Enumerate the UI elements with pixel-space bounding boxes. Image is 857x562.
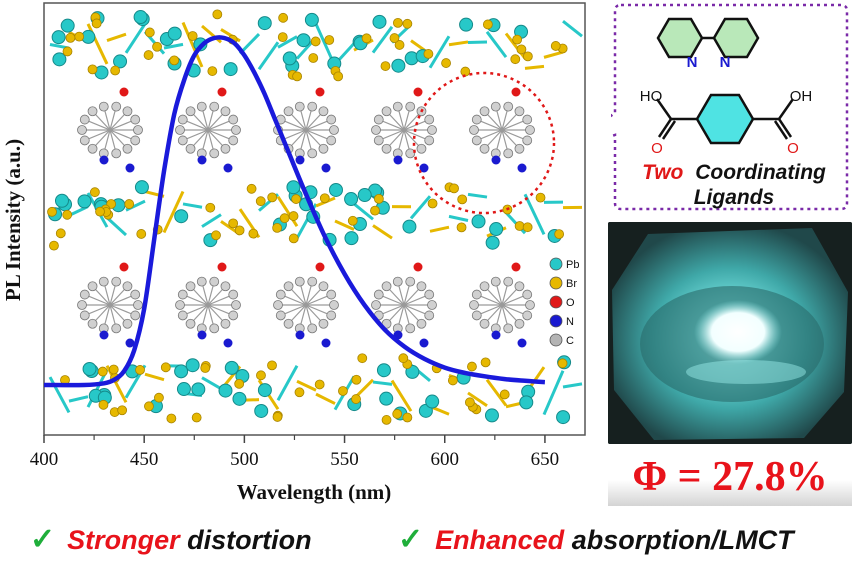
crystal-structure-illustration xyxy=(47,9,583,425)
bottom-bar: ✓ Stronger distortion ✓ Enhanced absorptio… xyxy=(0,512,857,562)
ho-label: HO xyxy=(640,88,663,105)
legend-label-pb: Pb xyxy=(566,259,579,271)
luminescence-photo-drawing xyxy=(608,222,852,444)
bipyridine-molecule: N N xyxy=(656,17,760,71)
bipy-n-label-2: N xyxy=(720,54,731,71)
bottom-item2-black: absorption/LMCT xyxy=(571,525,794,555)
atom-legend: Pb Br ONC xyxy=(549,257,579,347)
legend-label-o: O xyxy=(566,297,575,309)
pl-emission-curve xyxy=(43,35,546,388)
quantum-yield: Φ = 27.8% xyxy=(608,448,852,506)
legend-marker-pb xyxy=(549,257,563,271)
legend-marker-c xyxy=(549,333,563,347)
ligand-caption-rest: Coordinating xyxy=(695,161,826,184)
x-axis-label: Wavelength (nm) xyxy=(237,480,392,504)
legend-label-c: C xyxy=(566,335,574,347)
ligand-caption-red: Two xyxy=(642,161,683,184)
legend-label-n: N xyxy=(566,316,574,328)
x-tick-label-550: 550 xyxy=(330,449,359,470)
bottom-item1-black: distortion xyxy=(187,525,312,555)
pl-spectrum-chart: Pb Br ONC 400 450 500 550 600 650 Wavelength (n… xyxy=(1,2,586,504)
o-label-2: O xyxy=(787,140,799,157)
legend-label-br: Br xyxy=(566,278,577,290)
ligand-caption-line2: Ligands xyxy=(694,186,775,209)
bottom-item-absorption: ✓ Enhanced absorption/LMCT xyxy=(398,522,794,557)
bottom-item1-red: Stronger xyxy=(67,525,180,555)
bottom-item2-red: Enhanced xyxy=(435,525,565,555)
x-tick-label-450: 450 xyxy=(130,449,159,470)
bottom-item-distortion: ✓ Stronger distortion xyxy=(30,522,312,557)
x-tick-label-500: 500 xyxy=(230,449,259,470)
x-tick-label-400: 400 xyxy=(30,449,59,470)
oh-label: OH xyxy=(790,88,813,105)
x-axis-ticks: 400 450 500 550 600 650 xyxy=(30,435,559,470)
legend-marker-n xyxy=(549,314,563,328)
bipy-n-label-1: N xyxy=(687,54,698,71)
legend-marker-br xyxy=(549,276,563,290)
luminescence-photo xyxy=(608,222,852,444)
y-axis-label: PL Intensity (a.u.) xyxy=(1,139,25,301)
highlight-circle xyxy=(412,71,556,215)
cyclohexanedicarboxylic-acid-molecule: HO OH O O xyxy=(640,88,813,157)
ligand-caption-line1: Two Coordinating xyxy=(642,161,826,184)
x-tick-label-650: 650 xyxy=(531,449,560,470)
checkmark-icon: ✓ xyxy=(30,523,56,556)
x-tick-label-600: 600 xyxy=(430,449,459,470)
checkmark-icon: ✓ xyxy=(398,523,424,556)
o-label-1: O xyxy=(651,140,663,157)
ligand-panel: N N HO OH O O Two Coordinating Ligands xyxy=(611,3,849,211)
ligand-panel-border xyxy=(611,3,849,211)
legend-marker-o xyxy=(549,295,563,309)
